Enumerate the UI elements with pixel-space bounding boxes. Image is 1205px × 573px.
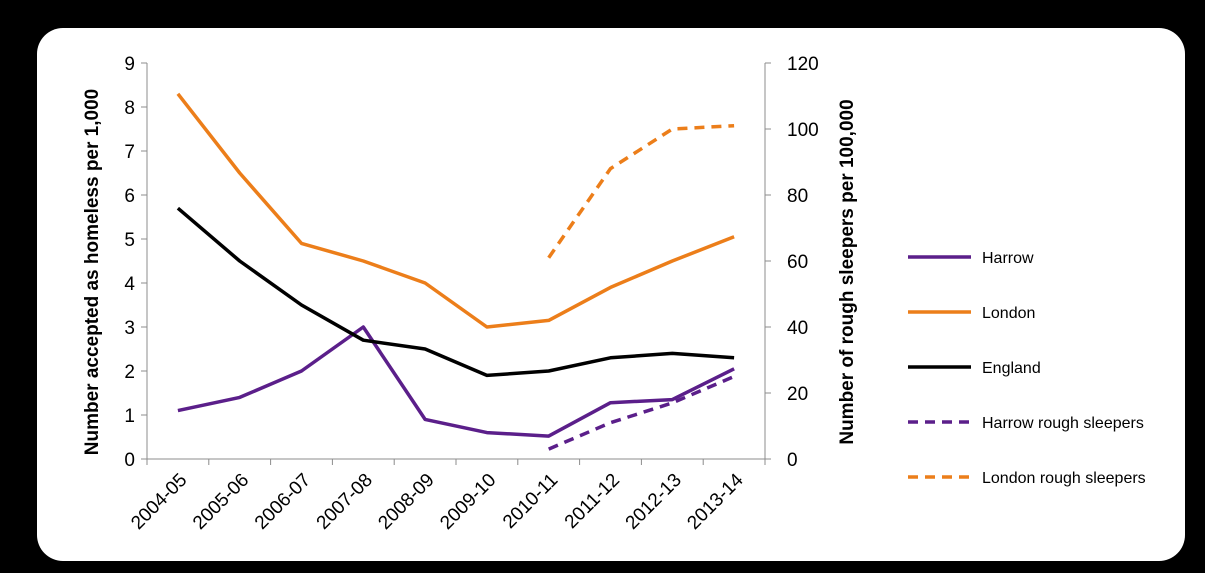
series-line-england	[176, 206, 735, 378]
x-tick-label: 2012-13	[622, 470, 686, 534]
series-line-harrow-rough-sleepers	[548, 374, 735, 451]
legend-label-harrow: Harrow	[982, 250, 1034, 267]
right-tick-label: 20	[787, 384, 808, 405]
x-tick-label: 2004-05	[127, 470, 191, 534]
x-tick-label: 2010-11	[499, 470, 562, 533]
x-tick-label: 2006-07	[251, 470, 315, 534]
series-line-london-rough-sleepers	[547, 123, 735, 259]
right-tick-label: 40	[787, 318, 808, 339]
left-tick-label: 2	[124, 362, 135, 383]
left-tick-label: 3	[124, 318, 135, 339]
legend-label-harrow-rough-sleepers: Harrow rough sleepers	[982, 415, 1144, 432]
x-tick-label: 2008-09	[374, 470, 438, 534]
left-tick-label: 5	[124, 230, 135, 251]
series-lines	[176, 92, 735, 451]
left-tick-label: 6	[124, 186, 135, 207]
series-line-harrow	[177, 325, 735, 438]
x-tick-label: 2005-06	[189, 470, 253, 534]
left-tick-label: 7	[124, 142, 135, 163]
legend-label-london-rough-sleepers: London rough sleepers	[982, 470, 1146, 487]
right-tick-label: 60	[787, 252, 808, 273]
x-tick-label: 2011-12	[561, 470, 624, 533]
right-axis-title: Number of rough sleepers per 100,000	[837, 99, 858, 444]
chart: 01234567890204060801001202004-052005-062…	[82, 54, 1146, 534]
legend-label-england: England	[982, 360, 1041, 377]
x-tick-label: 2007-08	[313, 470, 377, 534]
legend: Harrow London England Harrow rough sleepers…	[908, 250, 1146, 487]
series-line-london	[176, 92, 735, 329]
legend-label-london: London	[982, 305, 1035, 322]
right-tick-label: 120	[787, 54, 819, 75]
right-tick-label: 100	[787, 120, 819, 141]
chart-card: 0 1 2 3 4 5 6 7 8 9 0 20 40 60 80 100 120 2004-05 2005-06 2…	[37, 28, 1185, 561]
left-axis-title: Number accepted as homeless per 1,000	[82, 89, 103, 455]
left-tick-label: 8	[124, 98, 135, 119]
right-tick-label: 0	[787, 450, 798, 471]
left-tick-label: 4	[124, 274, 135, 295]
left-tick-label: 0	[124, 450, 135, 471]
x-tick-label: 2009-10	[436, 470, 500, 534]
x-tick-label: 2013-14	[683, 469, 747, 533]
right-tick-label: 80	[787, 186, 808, 207]
left-tick-label: 1	[124, 406, 135, 427]
left-tick-label: 9	[124, 54, 135, 75]
